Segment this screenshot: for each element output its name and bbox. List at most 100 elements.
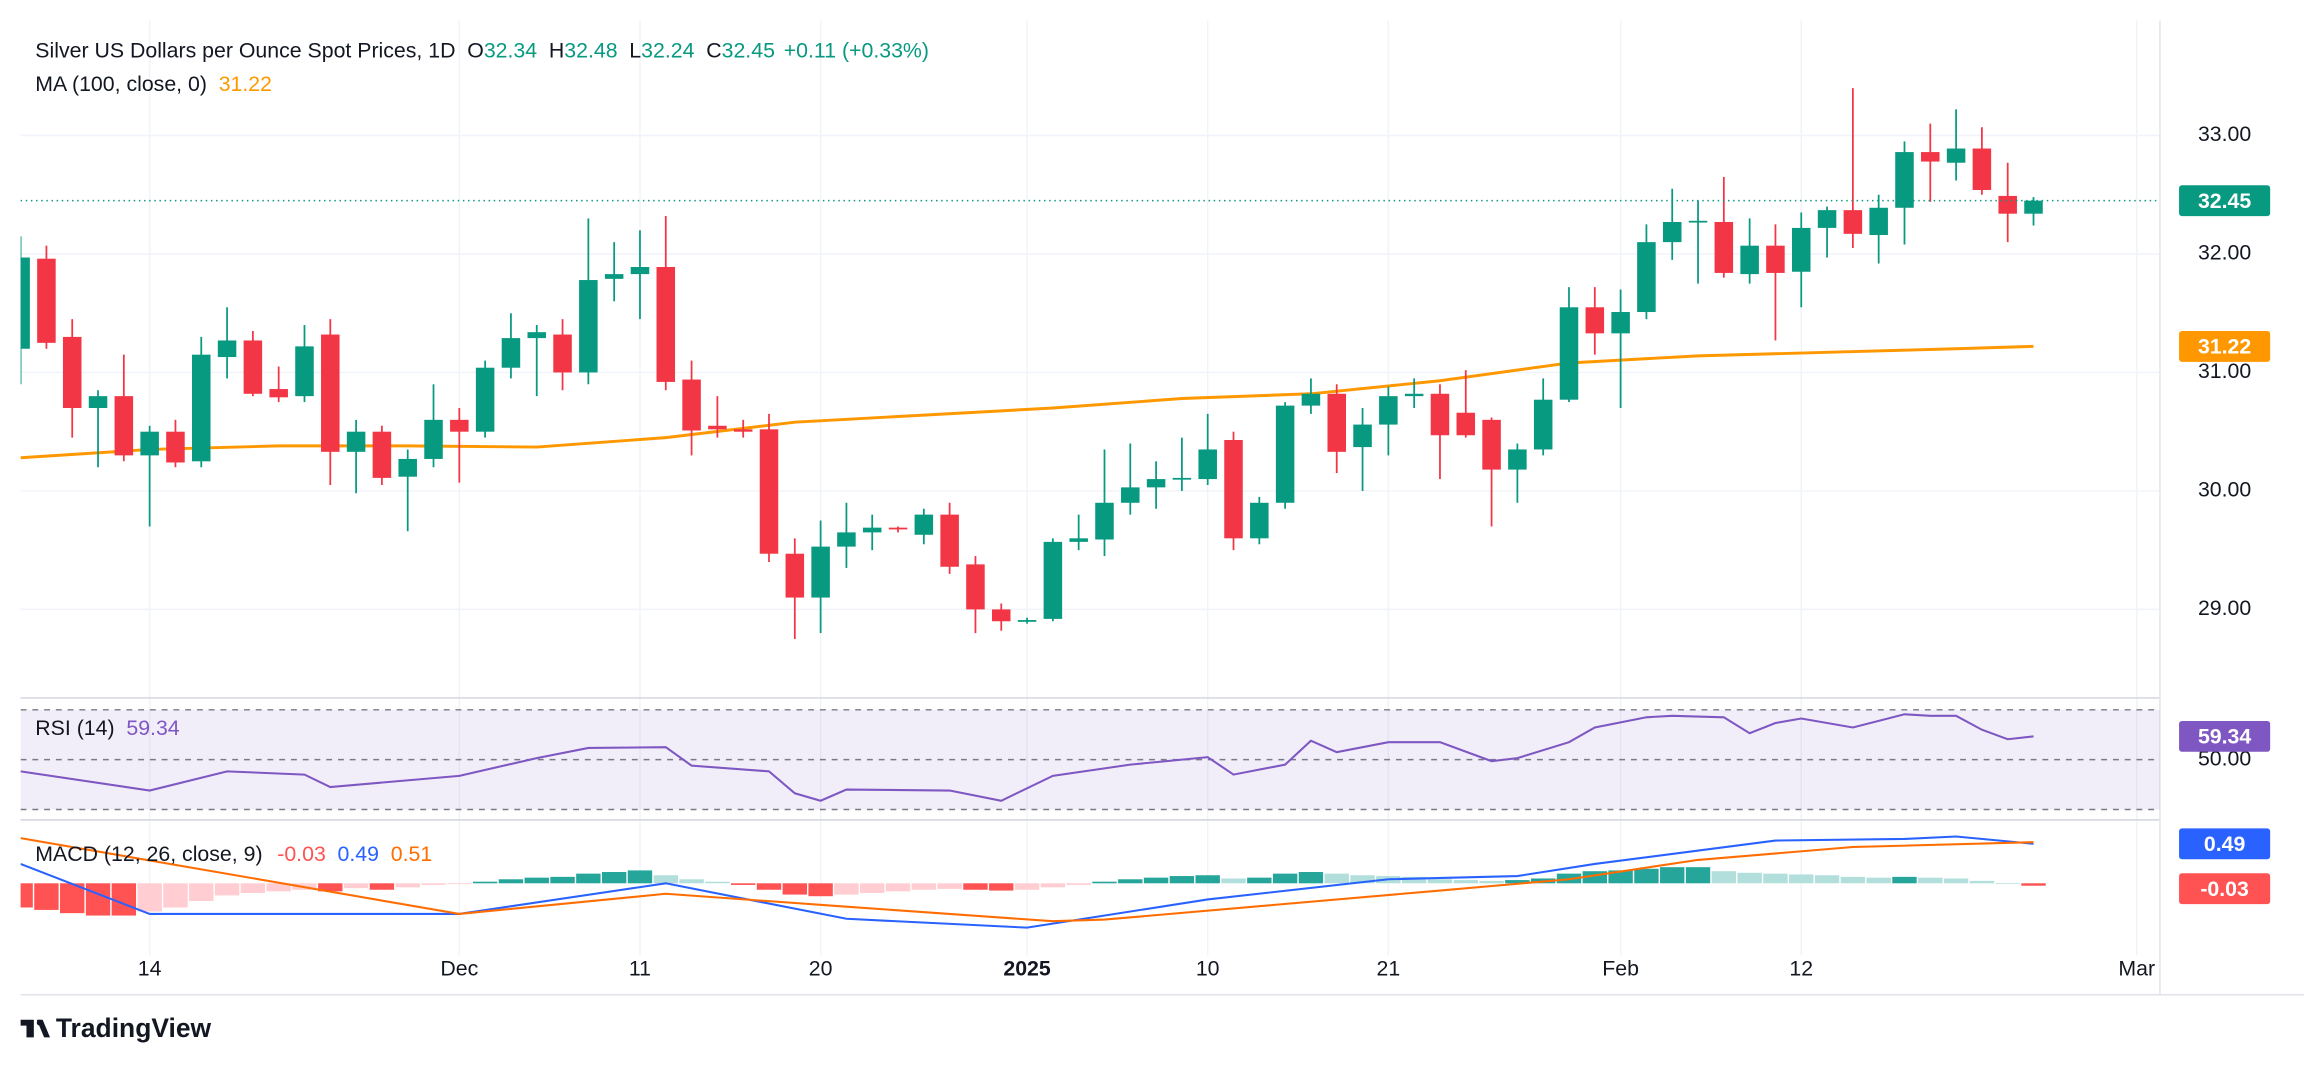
candle-body — [1353, 424, 1372, 448]
candle-body — [1250, 502, 1269, 539]
signal-line — [20, 837, 2034, 923]
candle-body — [372, 431, 392, 478]
macd-histogram-bar — [1118, 879, 1143, 884]
candle-body — [1172, 477, 1192, 480]
macd-histogram-bar — [163, 883, 188, 908]
candle-body — [785, 553, 805, 598]
macd-histogram-bar — [601, 872, 627, 884]
macd-panel — [20, 835, 2046, 929]
candle-body — [62, 336, 82, 408]
macd-histogram-bar — [1660, 867, 1685, 884]
legend: Silver US Dollars per Ounce Spot Prices,… — [35, 38, 929, 62]
macd-histogram-bar — [1298, 872, 1324, 884]
macd-histogram-bar — [963, 883, 988, 890]
candle-body — [1404, 393, 1424, 397]
candle-body — [37, 258, 56, 343]
ohlc-label: C — [706, 38, 721, 62]
macd-histogram-bar — [1943, 878, 1969, 884]
ohlc-value: 32.48 — [564, 38, 617, 62]
macd-histogram-bar — [1814, 875, 1840, 884]
macd-histogram-bar — [1789, 874, 1814, 884]
macd-histogram-bar — [1505, 880, 1530, 884]
candle-body — [1817, 210, 1837, 228]
candle-body — [140, 431, 159, 456]
candle-body — [656, 267, 676, 382]
candle-body — [1843, 210, 1863, 234]
candle-body — [888, 527, 908, 530]
ohlc-value: 32.24 — [641, 38, 694, 62]
candle-body — [1998, 195, 2017, 214]
candle-body — [1533, 399, 1553, 450]
macd-histogram-bar — [1066, 883, 1091, 885]
macd-histogram-bar — [782, 883, 808, 895]
candle-body — [1895, 152, 1914, 208]
macd-histogram-bar — [1247, 877, 1272, 884]
macd-histogram-bar — [1737, 872, 1762, 884]
candle-body — [630, 267, 650, 275]
ma-value-label-box — [2179, 330, 2271, 362]
candle-body — [1662, 221, 1682, 243]
candle-body — [733, 429, 753, 432]
macd-name: MACD (12, 26, close, 9) — [35, 842, 262, 866]
macd-histogram-bar — [1427, 879, 1453, 884]
macd-histogram-bar — [1272, 873, 1298, 884]
candle-body — [862, 527, 882, 533]
x-tick-label: 12 — [1789, 956, 1813, 980]
macd-histogram-bar — [421, 883, 446, 885]
candle-body — [1017, 620, 1037, 622]
x-tick-label: 10 — [1196, 956, 1220, 980]
macd-histogram-bar — [989, 883, 1014, 891]
macd-histogram-bar — [1840, 876, 1866, 884]
macd-histogram-bar — [1092, 881, 1117, 884]
x-tick-label: 20 — [809, 956, 833, 980]
rsi-line — [20, 713, 2034, 802]
candle-body — [604, 274, 624, 279]
macd-histogram-bar — [34, 883, 59, 910]
candle-body — [1069, 538, 1088, 542]
histogram-value: -0.03 — [277, 842, 326, 866]
candle-body — [1611, 312, 1630, 334]
candle-body — [1559, 307, 1579, 400]
candle-body — [1456, 412, 1476, 436]
macd-histogram-bar — [1014, 883, 1040, 890]
macd-histogram-bar — [1143, 877, 1169, 884]
candle-body — [88, 396, 108, 408]
macd-histogram-bar — [240, 883, 266, 893]
candle-body — [940, 514, 959, 567]
macd-histogram-bar — [85, 883, 111, 916]
macd-histogram-bar — [1608, 870, 1633, 884]
candle-body — [1327, 393, 1346, 452]
macd-histogram-bar — [1479, 880, 1504, 884]
macd-histogram-bar — [1763, 873, 1788, 884]
candle-body — [1508, 449, 1527, 470]
candle-body — [966, 564, 985, 610]
macd-histogram-bar — [756, 883, 782, 890]
macd-histogram-bar — [1634, 868, 1659, 884]
candle-body — [475, 367, 495, 432]
macd-histogram-bar — [137, 883, 162, 912]
candle-body — [759, 429, 779, 554]
candle-body — [1095, 502, 1114, 540]
candle-body — [1275, 405, 1295, 503]
macd-histogram-bar — [472, 881, 498, 884]
macd-histogram-bar — [111, 883, 137, 916]
macd-histogram-bar — [20, 883, 33, 908]
x-tick-label: 2025 — [1003, 956, 1051, 980]
x-tick-label: Dec — [440, 956, 478, 980]
histogram-value-label: -0.03 — [2200, 877, 2249, 901]
candle-body — [1430, 393, 1450, 436]
candle-body — [424, 419, 443, 459]
x-tick-label: 14 — [138, 956, 162, 980]
legends: Silver US Dollars per Ounce Spot Prices,… — [35, 38, 929, 866]
last-price-label: 32.45 — [2198, 189, 2251, 213]
macd-histogram-bar — [1401, 876, 1427, 884]
macd-value-label-box — [2179, 828, 2271, 860]
logo-dot — [36, 1019, 43, 1026]
candle-body — [2024, 200, 2043, 214]
macd-histogram-bar — [60, 883, 85, 914]
candle-body — [682, 379, 701, 431]
candle-body — [579, 280, 598, 373]
macd-histogram-bar — [1040, 883, 1066, 888]
title: Silver US Dollars per Ounce Spot Prices,… — [35, 38, 455, 62]
macd-histogram-bar — [189, 883, 214, 902]
